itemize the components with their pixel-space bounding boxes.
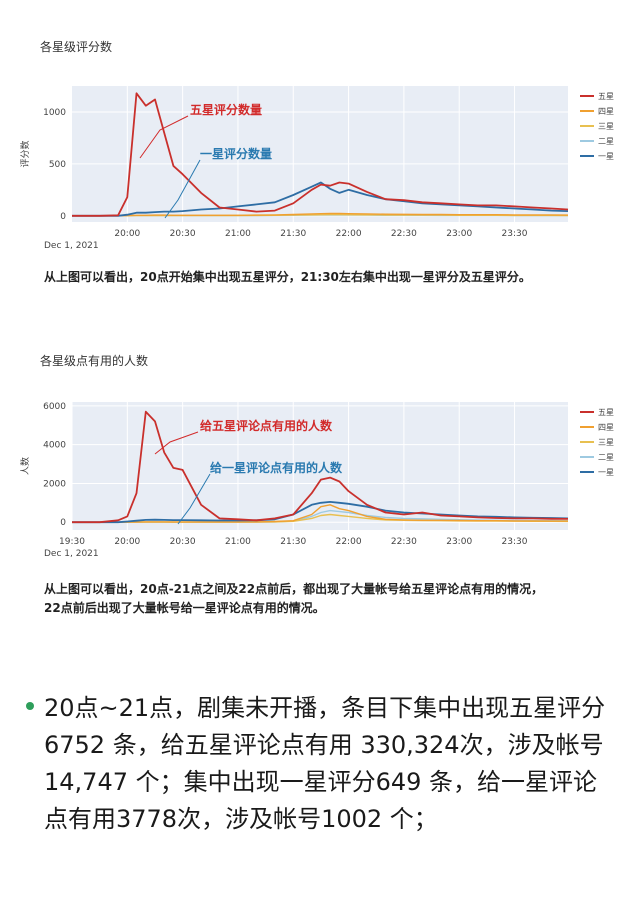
y-tick-label: 2000 (43, 479, 66, 489)
x-tick-label: 21:00 (225, 229, 251, 239)
x-tick-label: 23:00 (446, 537, 472, 547)
y-tick-label: 0 (60, 518, 66, 528)
y-tick-label: 500 (49, 160, 66, 170)
x-tick-label: 22:00 (336, 229, 362, 239)
x-tick-label: 19:30 (59, 537, 85, 547)
legend-label: 四星 (598, 107, 614, 116)
x-tick-label: 20:00 (114, 229, 140, 239)
legend-label: 五星 (598, 408, 614, 417)
annotation-pointer (177, 473, 211, 525)
x-date-label: Dec 1, 2021 (44, 549, 99, 559)
annotation-pointer (139, 115, 189, 159)
chart1-caption: 从上图可以看出，20点开始集中出现五星评分，21:30左右集中出现一星评分及五星… (44, 270, 531, 284)
x-date-label: Dec 1, 2021 (44, 241, 99, 251)
legend-label: 二星 (598, 453, 614, 462)
annotation-pointer (164, 159, 201, 219)
y-tick-label: 1000 (43, 108, 66, 118)
x-tick-label: 22:00 (336, 537, 362, 547)
x-tick-label: 20:00 (114, 537, 140, 547)
bullet-dot-icon (26, 702, 34, 710)
series-line-2 (72, 212, 569, 217)
annotation-label: 五星评分数量 (190, 102, 262, 117)
series-line-1 (72, 92, 569, 217)
x-tick-label: 22:30 (391, 537, 417, 547)
chart1: 0 500 1000 20:00 20:30 21:00 21:30 22:00 22:30 23… (19, 86, 614, 251)
legend-label: 三星 (598, 122, 614, 131)
legend-label: 四星 (598, 423, 614, 432)
x-tick-label: 20:30 (170, 537, 196, 547)
x-tick-label: 20:30 (170, 229, 196, 239)
legend-label: 二星 (598, 137, 614, 146)
x-tick-label: 23:30 (502, 537, 528, 547)
annotation-pointer (154, 431, 199, 455)
series-line-1 (72, 410, 569, 524)
annotation-label: 给五星评论点有用的人数 (200, 418, 333, 433)
y-tick-label: 6000 (43, 402, 66, 412)
legend-label: 一星 (598, 468, 614, 477)
x-tick-label: 21:00 (225, 537, 251, 547)
annotation-label: 一星评分数量 (200, 146, 272, 161)
x-tick-label: 21:30 (280, 229, 306, 239)
chart2-caption-line1: 从上图可以看出，20点-21点之间及22点前后，都出现了大量帐号给五星评论点有用… (44, 582, 544, 596)
series-line-5 (72, 501, 569, 524)
annotation-label: 给一星评论点有用的人数 (210, 460, 343, 475)
legend-label: 三星 (598, 438, 614, 447)
chart1-title: 各星级评分数 (40, 40, 113, 54)
x-tick-label: 23:00 (446, 229, 472, 239)
legend-label: 一星 (598, 152, 614, 161)
chart2: 0 2000 4000 6000 19:30 20:00 20:30 21:00 21:30 22… (19, 402, 614, 559)
series-line-5 (72, 181, 569, 217)
y-tick-label: 4000 (43, 441, 66, 451)
summary-bullet: 20点~21点，剧集未开播，条目下集中出现五星评分 6752 条，给五星评论点有… (26, 690, 611, 838)
series-line-2 (72, 504, 568, 523)
x-tick-label: 22:30 (391, 229, 417, 239)
y-tick-label: 0 (60, 212, 66, 222)
y-axis-label: 人数 (19, 457, 31, 475)
legend-label: 五星 (598, 92, 614, 101)
y-axis-label: 评分数 (19, 140, 31, 167)
plot-background (72, 86, 568, 222)
x-tick-label: 23:30 (502, 229, 528, 239)
x-tick-label: 21:30 (280, 537, 306, 547)
chart2-caption-line2: 22点前后出现了大量帐号给一星评论点有用的情况。 (44, 601, 325, 615)
chart2-caption: 从上图可以看出，20点-21点之间及22点前后，都出现了大量帐号给五星评论点有用… (44, 580, 614, 618)
chart2-title: 各星级点有用的人数 (40, 354, 149, 368)
summary-text: 20点~21点，剧集未开播，条目下集中出现五星评分 6752 条，给五星评论点有… (44, 694, 606, 833)
